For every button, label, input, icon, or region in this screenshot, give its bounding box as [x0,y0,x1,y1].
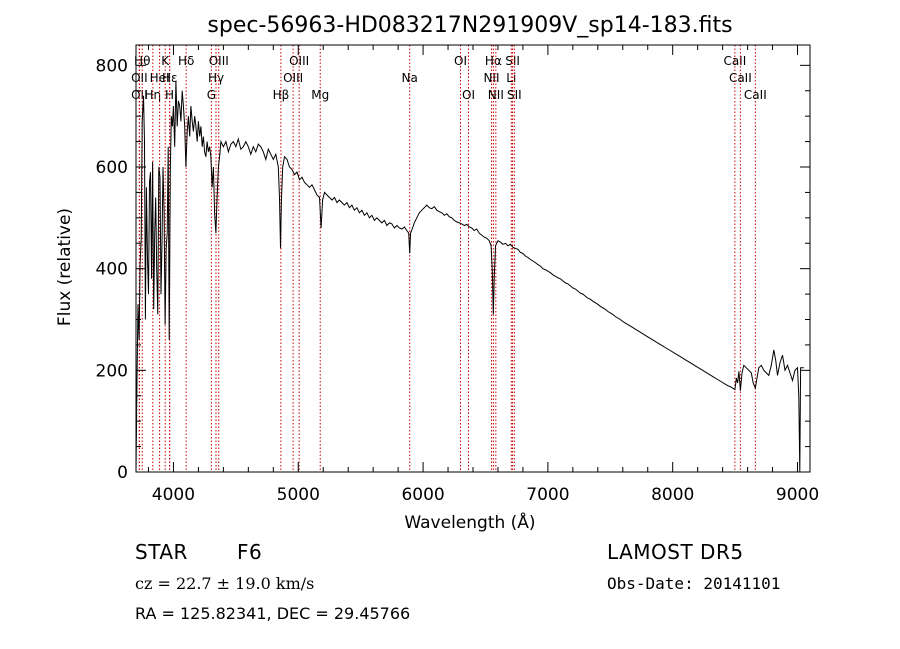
y-axis-label: Flux (relative) [55,208,75,326]
object-subclass: F6 [237,540,263,564]
spectral-line-label: SII [507,88,522,102]
spectral-line-label: Li [506,71,516,85]
spectral-line-label: Hη [145,88,162,102]
spectral-line-label: CaII [744,88,767,102]
x-tick-label: 9000 [776,485,819,505]
spectral-line-label: OIII [283,71,303,85]
spectral-line-label: OI [462,88,475,102]
ra-dec-coordinates: RA = 125.82341, DEC = 29.45766 [135,604,411,623]
y-tick-label: 0 [117,463,128,483]
y-tick-label: 200 [96,361,128,381]
y-tick-label: 600 [96,158,128,178]
plot-frame [135,44,811,473]
spectral-line-label: Hδ [178,54,194,68]
spectral-line-label: NII [483,71,499,85]
spectrum-series-line [135,80,804,473]
spectral-line-label: OII [131,71,148,85]
spectral-line-label: Hα [485,54,502,68]
spectral-line-label: OIII [209,54,229,68]
spectral-line-label: NII [488,88,504,102]
x-axis-label: Wavelength (Å) [404,511,535,533]
spectral-line-label: OI [454,54,467,68]
spectral-line-label: Hθ [134,54,150,68]
spectral-line-label: CaII [729,71,752,85]
spectral-line-label: G [207,88,216,102]
x-tick-label: 8000 [651,485,694,505]
spectral-line-markers: OIIHθOIIHηHeIKHHεHδGHγOIIIHβOIIIOIIIMgNa… [131,45,767,472]
x-tick-label: 6000 [401,485,444,505]
y-tick-label: 800 [96,56,128,76]
spectral-line-label: Mg [311,88,329,102]
survey-name: LAMOST DR5 [607,540,744,564]
spectral-line-label: OIII [289,54,309,68]
x-tick-label: 7000 [526,485,569,505]
axis-ticks: 4000 5000 6000 7000 8000 9000 0 200 400 600 800 [96,45,819,505]
spectral-line-label: SII [505,54,520,68]
spectral-line-label: HeI [150,71,170,85]
chart-title: spec-56963-HD083217N291909V_sp14-183.fit… [207,13,732,38]
spectral-line-label: Hγ [208,71,224,85]
redshift-velocity: cz = 22.7 ± 19.0 km/s [135,574,315,593]
spectral-line-label: Na [402,71,418,85]
x-tick-label: 5000 [277,485,320,505]
x-tick-label: 4000 [152,485,195,505]
spectral-line-label: K [161,54,170,68]
spectral-line-label: CaII [723,54,746,68]
spectral-line-label: Hε [162,71,178,85]
y-tick-label: 400 [96,260,128,280]
observation-date: Obs-Date: 20141101 [607,574,781,593]
object-class: STAR [135,540,188,564]
spectral-line-label: Hβ [273,88,290,102]
